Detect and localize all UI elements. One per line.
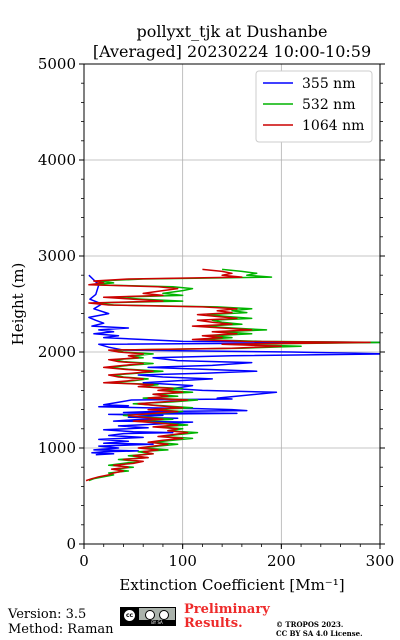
legend-label: 1064 nm <box>302 118 364 134</box>
y-tick-label: 3000 <box>38 247 76 265</box>
method-text: Method: Raman <box>8 622 114 637</box>
cc-badge-strip: BY SA <box>139 620 175 625</box>
y-tick-label: 5000 <box>38 55 76 73</box>
legend-label: 355 nm <box>302 76 355 92</box>
copyright-note: © TROPOS 2023. CC BY SA 4.0 License. <box>276 620 363 638</box>
copyright-line-2: CC BY SA 4.0 License. <box>276 629 363 638</box>
y-tick-label: 0 <box>66 535 76 553</box>
preliminary-note: Preliminary Results. <box>184 603 270 631</box>
chart-title-line-1: pollyxt_tjk at Dushanbe <box>136 22 328 41</box>
chart-title-line-2: [Averaged] 20230224 10:00-10:59 <box>92 42 372 61</box>
series-line-2 <box>88 268 380 482</box>
y-tick-label: 1000 <box>38 439 76 457</box>
version-text: Version: 3.5 <box>8 607 87 622</box>
x-tick-label: 100 <box>168 552 197 570</box>
x-tick-label: 0 <box>79 552 89 570</box>
by-icon <box>145 610 155 620</box>
sa-icon <box>159 610 169 620</box>
preliminary-line-1: Preliminary <box>184 602 270 617</box>
legend-label: 532 nm <box>302 97 355 113</box>
cc-circle-icon: cc <box>123 609 136 622</box>
x-tick-label: 300 <box>366 552 395 570</box>
x-axis-label: Extinction Coefficient [Mm⁻¹] <box>119 576 345 594</box>
plot-frame <box>83 63 381 545</box>
y-axis-label: Height (m) <box>9 262 27 346</box>
x-tick-label: 200 <box>267 552 296 570</box>
series-line-3 <box>85 268 371 482</box>
y-tick-label: 2000 <box>38 343 76 361</box>
preliminary-line-2: Results. <box>184 616 243 631</box>
copyright-line-1: © TROPOS 2023. <box>276 620 344 629</box>
series-line-1 <box>88 274 380 456</box>
cc-by-sa-icon: cc BY SA <box>120 607 176 626</box>
y-tick-label: 4000 <box>38 151 76 169</box>
